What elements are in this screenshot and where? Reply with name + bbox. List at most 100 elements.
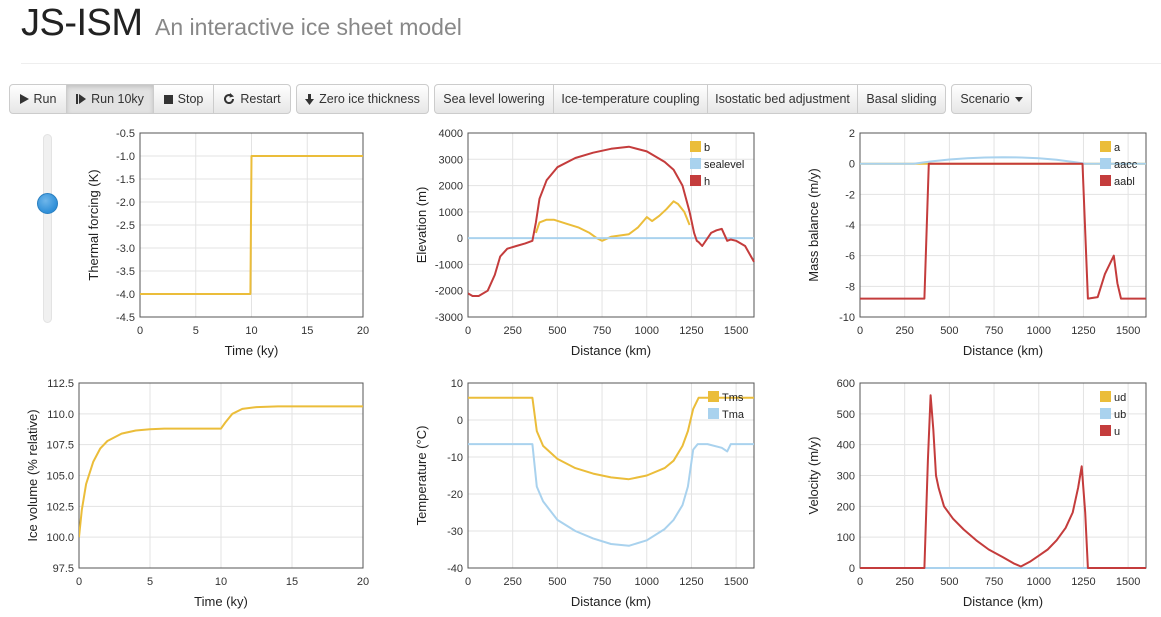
- page-header: JS-ISM An interactive ice sheet model: [21, 2, 462, 46]
- x-tick-label: 500: [940, 325, 958, 337]
- y-axis-label: Ice volume (% relative): [25, 409, 40, 541]
- scenario-dropdown[interactable]: Scenario: [951, 84, 1032, 114]
- zero-ice-thickness-button[interactable]: Zero ice thickness: [296, 84, 429, 114]
- series-line-u: [860, 394, 1146, 569]
- x-tick-label: 250: [504, 576, 522, 588]
- restart-label: Restart: [240, 92, 281, 106]
- y-tick-label: -4.0: [116, 289, 135, 301]
- y-tick-label: 0: [457, 415, 463, 427]
- caret-down-icon: [1014, 96, 1023, 102]
- y-tick-label: -0.5: [116, 128, 135, 140]
- legend-label: u: [1114, 426, 1120, 438]
- y-axis-label: Velocity (m/y): [806, 436, 821, 514]
- x-tick-label: 1500: [1116, 325, 1140, 337]
- y-tick-label: 500: [837, 409, 855, 421]
- run-10ky-button[interactable]: Run 10ky: [66, 84, 154, 114]
- x-tick-label: 15: [301, 325, 313, 337]
- x-axis-label: Distance (km): [963, 343, 1043, 358]
- x-tick-label: 5: [193, 325, 199, 337]
- legend-label: ud: [1114, 392, 1126, 404]
- x-axis-label: Distance (km): [963, 594, 1043, 609]
- y-tick-label: -20: [447, 489, 463, 501]
- y-tick-label: 100: [837, 532, 855, 544]
- legend-swatch: [1100, 425, 1111, 436]
- legend-swatch: [1100, 175, 1111, 186]
- x-tick-label: 1500: [1116, 576, 1140, 588]
- y-tick-label: -3.5: [116, 266, 135, 278]
- x-tick-label: 1500: [724, 325, 748, 337]
- refresh-icon: [224, 93, 235, 105]
- x-tick-label: 0: [76, 576, 82, 588]
- y-tick-label: 105.0: [46, 471, 74, 483]
- isostatic-bed-adjustment-toggle[interactable]: Isostatic bed adjustment: [707, 84, 858, 114]
- plot-frame: [859, 132, 1147, 318]
- y-tick-label: 0: [849, 563, 855, 575]
- legend-label: h: [704, 176, 710, 188]
- sea-level-lowering-toggle[interactable]: Sea level lowering: [434, 84, 554, 114]
- arrow-down-icon: [305, 93, 315, 105]
- x-tick-label: 10: [215, 576, 227, 588]
- sea-level-lowering-label: Sea level lowering: [443, 92, 545, 106]
- x-tick-label: 0: [857, 576, 863, 588]
- x-tick-label: 250: [504, 325, 522, 337]
- y-tick-label: 0: [849, 159, 855, 171]
- x-tick-label: 0: [137, 325, 143, 337]
- x-tick-label: 1250: [1071, 325, 1095, 337]
- x-tick-label: 20: [357, 325, 369, 337]
- x-tick-label: 1250: [1071, 576, 1095, 588]
- y-tick-label: -8: [845, 281, 855, 293]
- y-axis-label: Thermal forcing (K): [86, 169, 101, 280]
- x-tick-label: 0: [465, 576, 471, 588]
- legend-label: Tma: [722, 409, 745, 421]
- series-line-main: [140, 155, 363, 295]
- x-tick-label: 500: [548, 576, 566, 588]
- basal-sliding-label: Basal sliding: [866, 92, 937, 106]
- ice-temperature-coupling-toggle[interactable]: Ice-temperature coupling: [553, 84, 708, 114]
- x-tick-label: 1250: [679, 325, 703, 337]
- x-tick-label: 1000: [1027, 325, 1051, 337]
- x-tick-label: 250: [896, 576, 914, 588]
- legend-label: aabl: [1114, 176, 1135, 188]
- y-tick-label: 300: [837, 471, 855, 483]
- y-tick-label: 1000: [439, 207, 463, 219]
- y-tick-label: -10: [447, 452, 463, 464]
- y-tick-label: -2: [845, 189, 855, 201]
- y-tick-label: -10: [839, 312, 855, 324]
- thermal-forcing-slider-handle[interactable]: [37, 192, 58, 214]
- y-tick-label: -4: [845, 220, 855, 232]
- run-button[interactable]: Run: [9, 84, 67, 114]
- series-group: [140, 155, 363, 295]
- y-axis-label: Mass balance (m/y): [806, 168, 821, 281]
- series-group: [79, 405, 363, 538]
- basal-sliding-toggle[interactable]: Basal sliding: [857, 84, 946, 114]
- stop-button[interactable]: Stop: [153, 84, 214, 114]
- legend-swatch: [1100, 391, 1111, 402]
- app-title: JS-ISM: [21, 2, 143, 44]
- y-tick-label: 110.0: [47, 409, 74, 421]
- thermal-forcing-slider-track[interactable]: [43, 134, 52, 323]
- x-tick-label: 750: [593, 576, 611, 588]
- x-tick-label: 250: [896, 325, 914, 337]
- y-tick-label: 10: [451, 378, 463, 390]
- plot-frame: [467, 132, 755, 318]
- y-tick-label: 3000: [439, 154, 463, 166]
- series-group: [468, 145, 755, 297]
- step-forward-icon: [76, 94, 87, 104]
- legend-swatch: [1100, 408, 1111, 419]
- legend-label: Tms: [722, 392, 744, 404]
- series-line-h: [468, 145, 755, 297]
- y-tick-label: 2: [849, 128, 855, 140]
- legend-swatch: [1100, 141, 1111, 152]
- plot-frame: [467, 382, 755, 569]
- y-axis-label: Temperature (°C): [414, 426, 429, 526]
- header-divider: [21, 63, 1161, 64]
- legend-swatch: [690, 141, 701, 152]
- series-line-main: [79, 405, 363, 538]
- restart-button[interactable]: Restart: [213, 84, 291, 114]
- x-tick-label: 1250: [679, 576, 703, 588]
- y-tick-label: -2.5: [116, 220, 135, 232]
- x-tick-label: 1500: [724, 576, 748, 588]
